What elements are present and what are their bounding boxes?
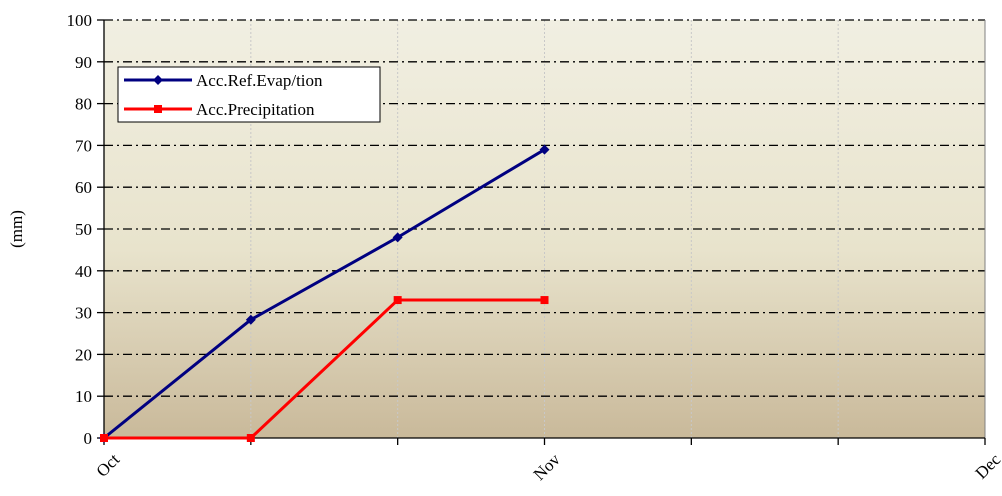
y-axis-label: (mm)	[7, 210, 26, 248]
y-tick-label: 0	[84, 429, 93, 448]
data-point	[247, 434, 255, 442]
y-tick-label: 70	[75, 136, 92, 155]
y-tick-label: 90	[75, 53, 92, 72]
y-tick-label: 40	[75, 262, 92, 281]
x-tick-label: Nov	[530, 450, 564, 484]
y-tick-label: 100	[67, 11, 93, 30]
y-tick-label: 50	[75, 220, 92, 239]
data-point	[100, 434, 108, 442]
y-tick-label: 80	[75, 95, 92, 114]
data-point	[541, 296, 549, 304]
y-tick-label: 30	[75, 304, 92, 323]
legend-label-evap: Acc.Ref.Evap/tion	[196, 71, 323, 90]
x-tick-label: Oct	[93, 450, 124, 481]
legend: Acc.Ref.Evap/tion Acc.Precipitation	[118, 67, 380, 122]
legend-label-precipitation: Acc.Precipitation	[196, 100, 315, 119]
y-tick-label: 10	[75, 387, 92, 406]
y-tick-label: 60	[75, 178, 92, 197]
y-tick-label: 20	[75, 345, 92, 364]
legend-swatch-marker	[154, 105, 162, 113]
data-point	[394, 296, 402, 304]
x-tick-label: Dec	[972, 450, 1002, 483]
